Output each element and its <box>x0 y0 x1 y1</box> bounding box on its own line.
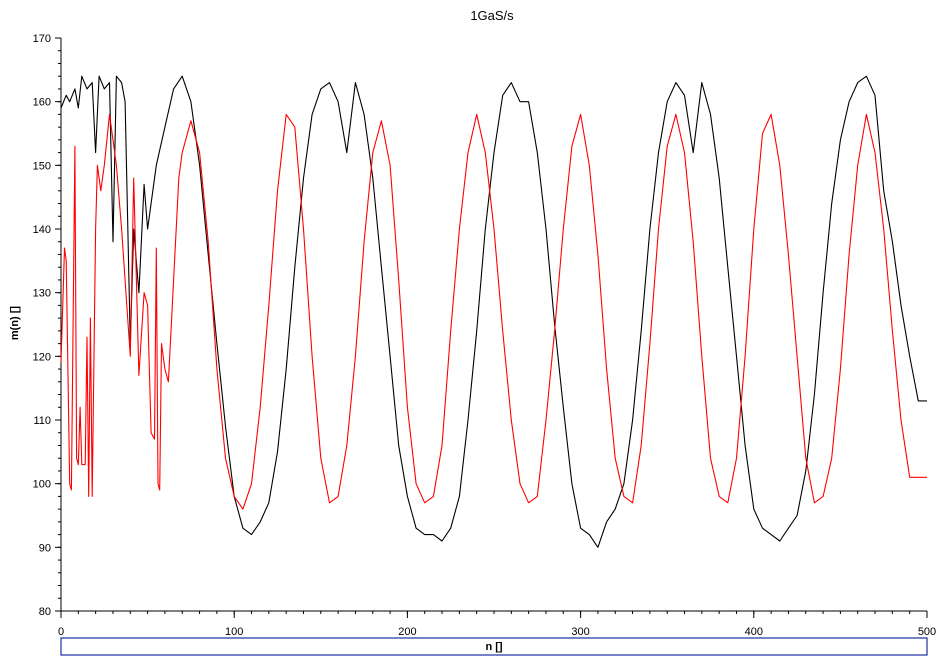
x-tick-label: 200 <box>398 626 416 638</box>
y-axis: 80 90 100 110 120 130 140 150 160 170 <box>33 33 62 618</box>
y-tick-label: 130 <box>33 288 51 300</box>
y-tick-label: 150 <box>33 160 51 172</box>
y-axis-label: m(n) [] <box>9 306 21 341</box>
x-axis-label: n [] <box>485 641 502 653</box>
y-tick-label: 100 <box>33 479 51 491</box>
series-layer <box>60 75 927 548</box>
y-tick-label: 90 <box>39 542 51 554</box>
y-tick-label: 110 <box>33 415 51 427</box>
x-tick-label: 0 <box>58 626 64 638</box>
x-tick-label: 500 <box>918 626 936 638</box>
chart-title: 1GaS/s <box>470 8 514 23</box>
y-tick-label: 120 <box>33 351 51 363</box>
x-tick-label: 300 <box>571 626 589 638</box>
y-tick-label: 160 <box>33 97 51 109</box>
x-axis: 0 100 200 300 400 500 <box>58 610 936 638</box>
y-tick-label: 170 <box>33 33 51 45</box>
x-tick-label: 400 <box>745 626 763 638</box>
x-tick-label: 100 <box>225 626 243 638</box>
x-axis-label-box <box>60 637 928 656</box>
y-tick-label: 140 <box>33 224 51 236</box>
series-line-1 <box>60 75 927 548</box>
y-tick-label: 80 <box>39 606 51 618</box>
series-line-2 <box>60 113 927 510</box>
